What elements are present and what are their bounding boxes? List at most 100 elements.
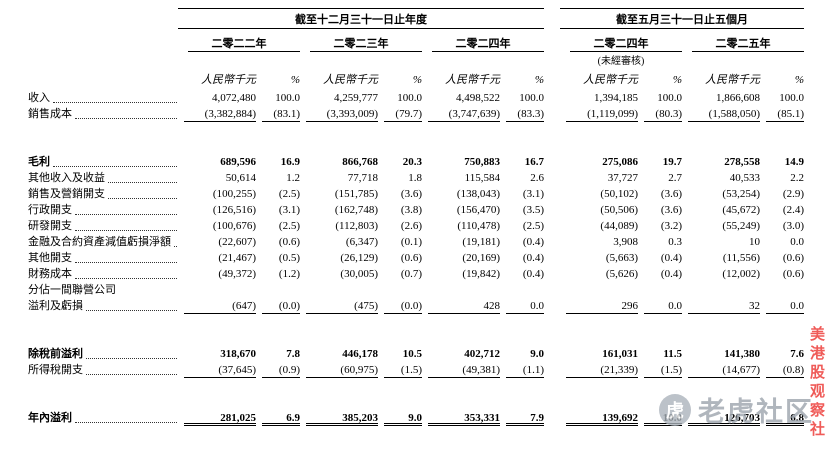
value-cell: 7.6: [790, 348, 804, 360]
value-cell: (3.8): [400, 204, 422, 216]
year-rule: [570, 51, 682, 56]
value-cell: 77,718: [347, 172, 378, 184]
dot-leader: [75, 262, 177, 263]
value-cell: (1.2): [278, 268, 300, 280]
value-cell: 866,768: [342, 156, 378, 168]
value-cell: 446,178: [342, 348, 378, 360]
value-cell: (83.3): [506, 106, 544, 122]
value-cell: (30,005): [340, 268, 378, 280]
row-label: 收入: [28, 90, 178, 106]
value-cell: 16.9: [280, 156, 300, 168]
value-cell: (0.6): [278, 236, 300, 248]
value-cell: (0.5): [278, 252, 300, 264]
value-cell: 296: [566, 298, 638, 314]
value-cell: (60,975): [306, 362, 378, 378]
value-cell: 353,331: [428, 410, 500, 426]
value-cell: (20,169): [462, 252, 500, 264]
value-cell: 0.0: [790, 236, 804, 248]
value-cell: (49,372): [218, 268, 256, 280]
row-label: 年內溢利: [28, 410, 178, 426]
value-cell: 32: [688, 298, 760, 314]
value-cell: (1.5): [384, 362, 422, 378]
row-label-text: 溢利及虧損: [28, 300, 83, 312]
value-cell: 10.0: [644, 410, 682, 426]
value-cell: 14.9: [784, 156, 804, 168]
year-label-interim-2024: 二零二四年: [593, 38, 649, 50]
value-cell: 100.0: [275, 92, 300, 104]
dot-leader: [75, 118, 177, 119]
value-cell: 1.8: [408, 172, 422, 184]
row-label-text: 除稅前溢利: [28, 348, 83, 360]
year-label-interim-2025: 二零二五年: [715, 38, 771, 50]
value-cell: (2.6): [400, 220, 422, 232]
value-cell: (100,255): [212, 188, 256, 200]
value-cell: (0.0): [262, 298, 300, 314]
value-cell: (0.4): [522, 268, 544, 280]
value-cell: 0.3: [668, 236, 682, 248]
value-cell: 7.8: [286, 348, 300, 360]
unit-header: 人民幣千元: [583, 74, 638, 86]
value-cell: (5,663): [605, 252, 638, 264]
row-label: 銷售及營銷開支: [28, 186, 178, 202]
value-cell: (3.6): [660, 188, 682, 200]
value-cell: 0.0: [644, 298, 682, 314]
value-cell: (1,588,050): [688, 106, 760, 122]
value-cell: 0.0: [766, 298, 804, 314]
value-cell: 16.7: [524, 156, 544, 168]
value-cell: (0.0): [384, 298, 422, 314]
unit-header: 人民幣千元: [705, 74, 760, 86]
value-cell: (22,607): [218, 236, 256, 248]
value-cell: (100,676): [212, 220, 256, 232]
value-cell: 139,692: [566, 410, 638, 426]
value-cell: (26,129): [340, 252, 378, 264]
row-label: 其他開支: [28, 250, 178, 266]
value-cell: 3,908: [613, 236, 638, 248]
row-label-text: 毛利: [28, 156, 50, 168]
value-cell: 4,259,777: [334, 92, 378, 104]
dot-leader: [75, 230, 177, 231]
value-cell: (3.2): [660, 220, 682, 232]
value-cell: 6.9: [262, 410, 300, 426]
value-cell: (3,393,009): [306, 106, 378, 122]
year-rule: [692, 51, 804, 56]
value-cell: (3.1): [278, 204, 300, 216]
dot-leader: [108, 182, 177, 183]
value-cell: (3,382,884): [184, 106, 256, 122]
row-label-text: 銷售成本: [28, 108, 72, 120]
value-cell: 2.7: [668, 172, 682, 184]
value-cell: (3.5): [522, 204, 544, 216]
value-cell: 385,203: [306, 410, 378, 426]
value-cell: (1.5): [644, 362, 682, 378]
value-cell: 37,727: [607, 172, 638, 184]
observer-watermark-text: 美港股观察社: [808, 326, 825, 440]
value-cell: 2.6: [530, 172, 544, 184]
value-cell: (55,249): [722, 220, 760, 232]
value-cell: 126,703: [688, 410, 760, 426]
row-label-text: 財務成本: [28, 268, 72, 280]
value-cell: (79.7): [384, 106, 422, 122]
value-cell: (50,102): [600, 188, 638, 200]
value-cell: 2.2: [790, 172, 804, 184]
row-label-text: 其他開支: [28, 252, 72, 264]
value-cell: (0.6): [782, 252, 804, 264]
value-cell: 278,558: [724, 156, 760, 168]
value-cell: 50,614: [225, 172, 256, 184]
value-cell: 689,596: [220, 156, 256, 168]
value-cell: 6.8: [766, 410, 804, 426]
value-cell: 10.5: [402, 348, 422, 360]
value-cell: (45,672): [722, 204, 760, 216]
value-cell: 9.0: [384, 410, 422, 426]
value-cell: (6,347): [345, 236, 378, 248]
value-cell: (44,089): [600, 220, 638, 232]
year-rule: [188, 51, 300, 56]
value-cell: (126,516): [212, 204, 256, 216]
value-cell: (49,381): [428, 362, 500, 378]
interim-period-title: 截至五月三十一日止五個月: [616, 14, 748, 26]
year-label-2024: 二零二四年: [455, 38, 511, 50]
value-cell: (3.6): [400, 188, 422, 200]
value-cell: 40,533: [729, 172, 760, 184]
value-cell: (0.4): [522, 252, 544, 264]
value-cell: (21,467): [218, 252, 256, 264]
unit-header: 人民幣千元: [445, 74, 500, 86]
